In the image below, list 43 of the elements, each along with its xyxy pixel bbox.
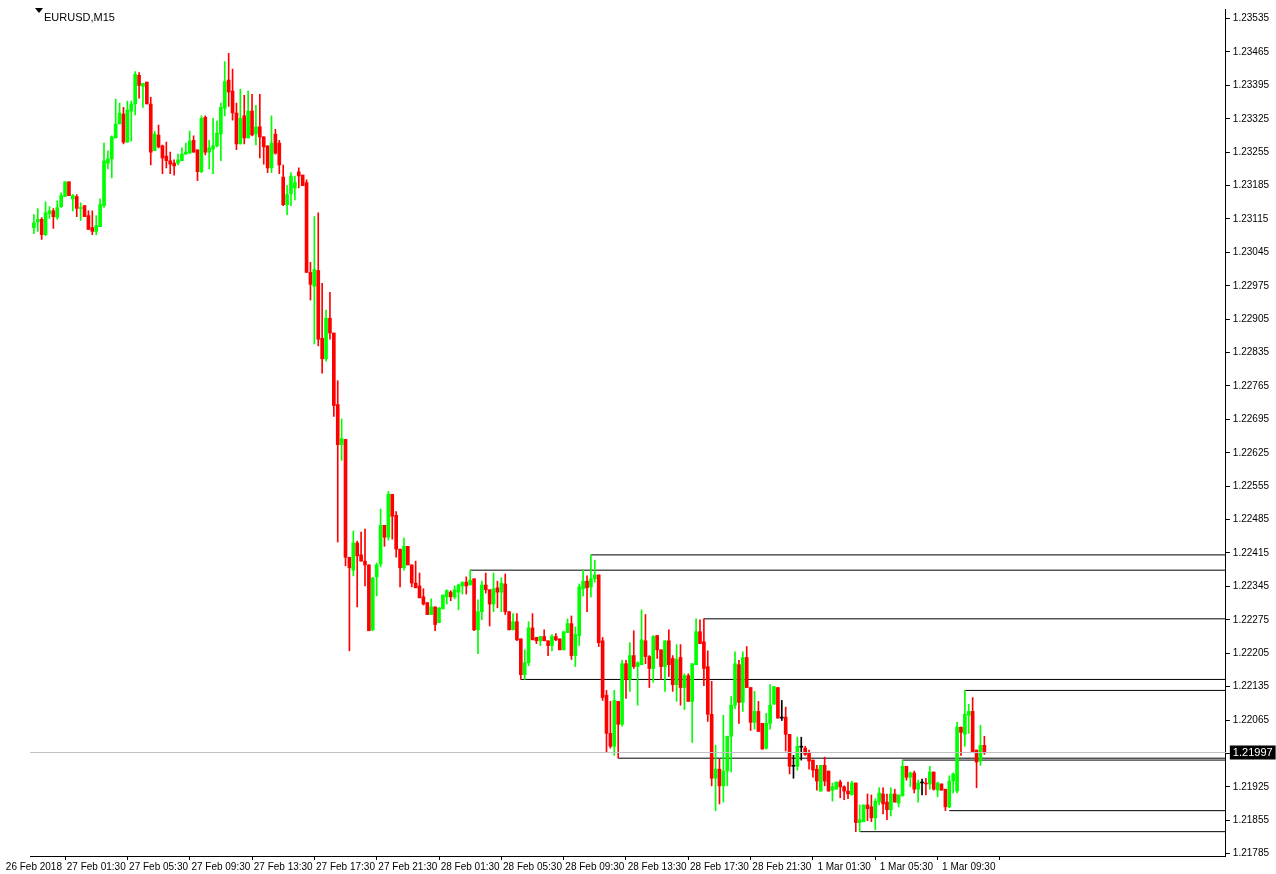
chart-title: EURUSD,M15 [44, 11, 115, 24]
y-tick-label: 1.23045 [1232, 246, 1270, 258]
x-tick-label: 27 Feb 17:30 [316, 860, 376, 872]
x-tick-label: 28 Feb 09:30 [565, 860, 625, 872]
y-tick-label: 1.21925 [1232, 780, 1270, 792]
y-tick-label: 1.22975 [1232, 279, 1270, 291]
y-tick-label: 1.21785 [1232, 847, 1270, 859]
y-tick-label: 1.22695 [1232, 413, 1270, 425]
y-tick-label: 1.22065 [1232, 713, 1270, 725]
y-tick-label: 1.23535 [1232, 12, 1270, 24]
y-tick-label: 1.22205 [1232, 646, 1270, 658]
y-tick-label: 1.23325 [1232, 112, 1270, 124]
y-tick-label: 1.22345 [1232, 580, 1270, 592]
y-tick-label: 1.22765 [1232, 379, 1270, 391]
x-tick-label: 28 Feb 05:30 [503, 860, 563, 872]
y-tick-label: 1.22625 [1232, 446, 1270, 458]
x-tick-label: 28 Feb 13:30 [627, 860, 688, 872]
y-tick-label: 1.22415 [1232, 546, 1270, 558]
y-tick-label: 1.21855 [1232, 813, 1270, 825]
y-tick-label: 1.22835 [1232, 346, 1270, 358]
x-tick-label: 27 Feb 21:30 [378, 860, 438, 872]
x-tick-label: 28 Feb 17:30 [690, 860, 750, 872]
x-tick-label: 27 Feb 01:30 [66, 860, 127, 872]
y-tick-label: 1.23115 [1232, 212, 1269, 224]
x-tick-label: 26 Feb 2018 [5, 860, 63, 872]
x-tick-label: 27 Feb 05:30 [129, 860, 189, 872]
y-tick-label: 1.23465 [1232, 45, 1270, 57]
x-tick-label: 27 Feb 13:30 [253, 860, 314, 872]
x-tick-label: 28 Feb 01:30 [440, 860, 501, 872]
x-tick-label: 1 Mar 09:30 [942, 860, 996, 872]
x-tick-label: 1 Mar 01:30 [817, 860, 872, 872]
x-tick-label: 1 Mar 05:30 [879, 860, 934, 872]
x-tick-label: 28 Feb 21:30 [752, 860, 812, 872]
y-tick-label: 1.22555 [1232, 479, 1270, 491]
y-tick-label: 1.23185 [1232, 179, 1270, 191]
x-tick-label: 27 Feb 09:30 [191, 860, 251, 872]
y-tick-label: 1.23395 [1232, 79, 1270, 91]
y-tick-label: 1.23255 [1232, 145, 1270, 157]
y-tick-label: 1.22485 [1232, 513, 1270, 525]
y-tick-label: 1.22905 [1232, 312, 1270, 324]
y-tick-label: 1.22135 [1232, 680, 1270, 692]
ref-line-label: 1.21997 [1232, 745, 1273, 758]
y-tick-label: 1.22275 [1232, 613, 1270, 625]
